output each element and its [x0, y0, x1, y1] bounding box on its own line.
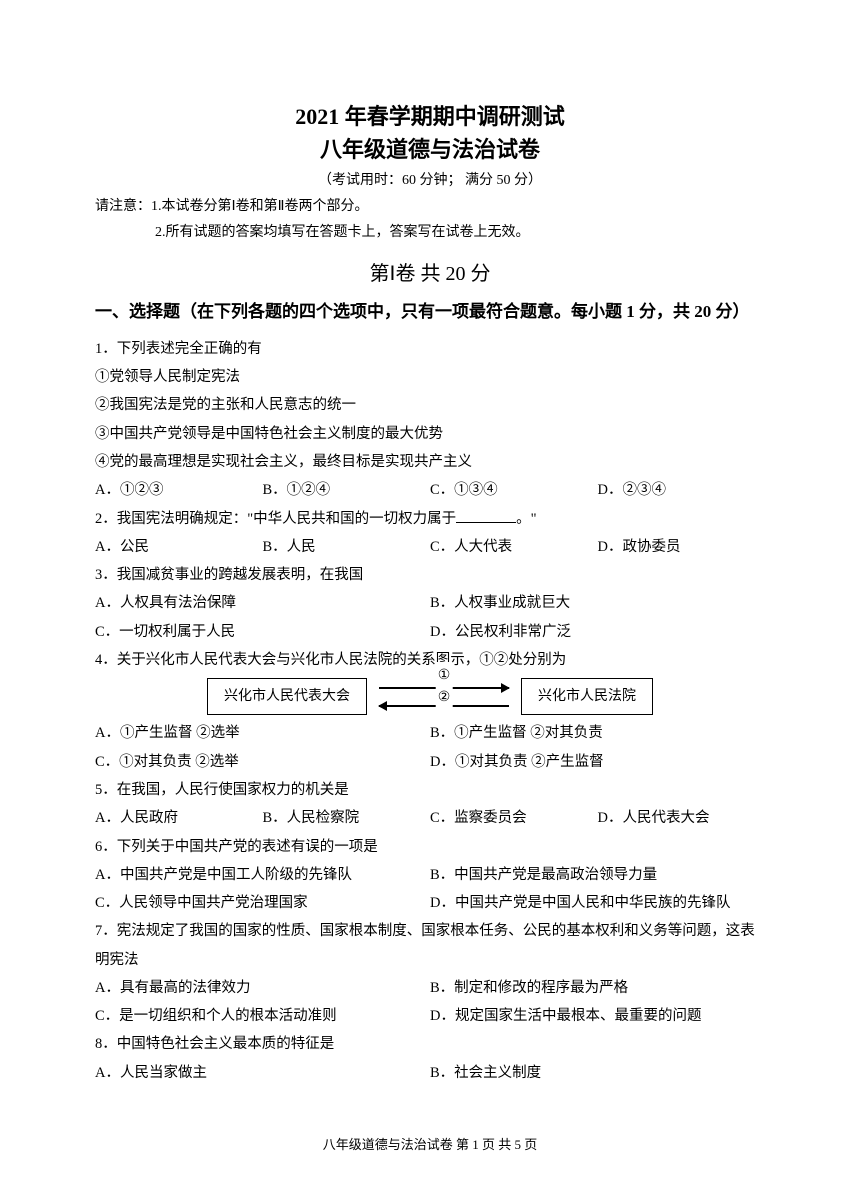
q4-opt-a: A．①产生监督 ②选举: [95, 719, 430, 747]
q6-opt-b: B．中国共产党是最高政治领导力量: [430, 861, 765, 889]
section1-heading: 一、选择题（在下列各题的四个选项中，只有一项最符合题意。每小题 1 分，共 20…: [95, 298, 765, 325]
questions-container: 1．下列表述完全正确的有 ①党领导人民制定宪法 ②我国宪法是党的主张和人民意志的…: [95, 335, 765, 1087]
notice-item1: 1.本试卷分第Ⅰ卷和第Ⅱ卷两个部分。: [151, 199, 369, 214]
q1-opt-b: B．①②④: [263, 476, 431, 504]
q4-opt-c: C．①对其负责 ②选举: [95, 748, 430, 776]
q7-opt-a: A．具有最高的法律效力: [95, 974, 430, 1002]
q6-options: A．中国共产党是中国工人阶级的先锋队 B．中国共产党是最高政治领导力量 C．人民…: [95, 861, 765, 918]
part-heading: 第Ⅰ卷 共 20 分: [95, 257, 765, 286]
q4-options: A．①产生监督 ②选举 B．①产生监督 ②对其负责 C．①对其负责 ②选举 D．…: [95, 719, 765, 776]
exam-title-line1: 2021 年春学期期中调研测试: [95, 100, 765, 133]
q7-options: A．具有最高的法律效力 B．制定和修改的程序最为严格 C．是一切组织和个人的根本…: [95, 974, 765, 1031]
q2-stem: 2．我国宪法明确规定："中华人民共和国的一切权力属于 。": [95, 505, 765, 533]
notice-prefix: 请注意：: [95, 199, 151, 214]
q4-box-left: 兴化市人民代表大会: [207, 678, 367, 715]
q2-stem-pre: 2．我国宪法明确规定："中华人民共和国的一切权力属于: [95, 511, 456, 527]
q4-arrow2-label: ②: [436, 684, 453, 711]
q1-stem: 1．下列表述完全正确的有: [95, 335, 765, 363]
q4-opt-b: B．①产生监督 ②对其负责: [430, 719, 765, 747]
q2-stem-post: 。": [516, 511, 536, 527]
q6-opt-c: C．人民领导中国共产党治理国家: [95, 889, 430, 917]
q4-box-right: 兴化市人民法院: [521, 678, 653, 715]
q3-stem: 3．我国减贫事业的跨越发展表明，在我国: [95, 561, 765, 589]
q7-opt-b: B．制定和修改的程序最为严格: [430, 974, 765, 1002]
q5-opt-a: A．人民政府: [95, 804, 263, 832]
q2-opt-d: D．政协委员: [598, 533, 766, 561]
q6-opt-a: A．中国共产党是中国工人阶级的先锋队: [95, 861, 430, 889]
q4-diagram: 兴化市人民代表大会 ① ② 兴化市人民法院: [95, 678, 765, 715]
q7-stem: 7．宪法规定了我国的国家的性质、国家根本制度、国家根本任务、公民的基本权利和义务…: [95, 917, 765, 974]
q1-s3: ③中国共产党领导是中国特色社会主义制度的最大优势: [95, 420, 765, 448]
q5-options: A．人民政府 B．人民检察院 C．监察委员会 D．人民代表大会: [95, 804, 765, 832]
q1-s2: ②我国宪法是党的主张和人民意志的统一: [95, 391, 765, 419]
q7-opt-c: C．是一切组织和个人的根本活动准则: [95, 1002, 430, 1030]
notice-block: 请注意：1.本试卷分第Ⅰ卷和第Ⅱ卷两个部分。 2.所有试题的答案均填写在答题卡上…: [95, 194, 765, 244]
q2-opt-b: B．人民: [263, 533, 431, 561]
q6-opt-d: D．中国共产党是中国人民和中华民族的先锋队: [430, 889, 765, 917]
exam-title-line2: 八年级道德与法治试卷: [95, 133, 765, 166]
q8-opt-a: A．人民当家做主: [95, 1059, 430, 1087]
q1-opt-c: C．①③④: [430, 476, 598, 504]
q2-opt-c: C．人大代表: [430, 533, 598, 561]
q5-opt-b: B．人民检察院: [263, 804, 431, 832]
q5-opt-c: C．监察委员会: [430, 804, 598, 832]
q1-opt-a: A．①②③: [95, 476, 263, 504]
q4-stem: 4．关于兴化市人民代表大会与兴化市人民法院的关系图示，①②处分别为: [95, 646, 765, 674]
q1-options: A．①②③ B．①②④ C．①③④ D．②③④: [95, 476, 765, 504]
q1-s4: ④党的最高理想是实现社会主义，最终目标是实现共产主义: [95, 448, 765, 476]
q7-opt-d: D．规定国家生活中最根本、最重要的问题: [430, 1002, 765, 1030]
q3-opt-a: A．人权具有法治保障: [95, 589, 430, 617]
q2-blank: [456, 508, 516, 523]
q5-stem: 5．在我国，人民行使国家权力的机关是: [95, 776, 765, 804]
q5-opt-d: D．人民代表大会: [598, 804, 766, 832]
page-footer: 八年级道德与法治试卷 第 1 页 共 5 页: [0, 1134, 860, 1153]
q6-stem: 6．下列关于中国共产党的表述有误的一项是: [95, 833, 765, 861]
q3-options: A．人权具有法治保障 B．人权事业成就巨大 C．一切权利属于人民 D．公民权利非…: [95, 589, 765, 646]
q4-arrows: ① ②: [379, 682, 509, 712]
q3-opt-c: C．一切权利属于人民: [95, 618, 430, 646]
q8-opt-b: B．社会主义制度: [430, 1059, 765, 1087]
q4-opt-d: D．①对其负责 ②产生监督: [430, 748, 765, 776]
q3-opt-d: D．公民权利非常广泛: [430, 618, 765, 646]
exam-info: （考试用时：60 分钟； 满分 50 分）: [95, 170, 765, 192]
q1-s1: ①党领导人民制定宪法: [95, 363, 765, 391]
notice-item2: 2.所有试题的答案均填写在答题卡上，答案写在试卷上无效。: [95, 220, 765, 245]
q3-opt-b: B．人权事业成就巨大: [430, 589, 765, 617]
q8-options: A．人民当家做主 B．社会主义制度: [95, 1059, 765, 1087]
q8-stem: 8．中国特色社会主义最本质的特征是: [95, 1030, 765, 1058]
q2-options: A．公民 B．人民 C．人大代表 D．政协委员: [95, 533, 765, 561]
q1-opt-d: D．②③④: [598, 476, 766, 504]
q2-opt-a: A．公民: [95, 533, 263, 561]
